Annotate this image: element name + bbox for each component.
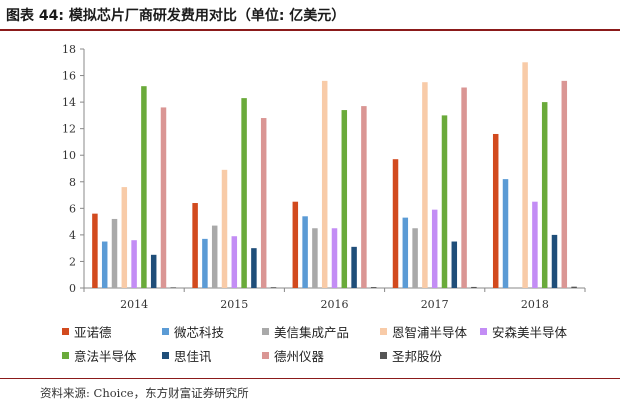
figure-header: 图表 44: 模拟芯片厂商研发费用对比（单位: 亿美元）: [0, 0, 620, 31]
bar-2016-series-0: [292, 201, 299, 288]
bar-2018-series-8: [571, 286, 577, 288]
y-tick-label: 2: [69, 255, 76, 268]
bar-2017-series-0: [392, 159, 399, 288]
bar-2015-series-7: [260, 118, 267, 289]
bar-2015-series-1: [202, 238, 208, 288]
bar-2014-series-6: [150, 254, 157, 288]
bar-2016-series-1: [302, 216, 308, 288]
bar-2016-series-6: [351, 246, 357, 288]
legend-label: 美信集成产品: [274, 325, 350, 340]
legend-label: 德州仪器: [274, 349, 325, 364]
legend-label: 圣邦股份: [392, 349, 443, 364]
legend-swatch: [380, 352, 387, 359]
title-divider: [0, 29, 620, 31]
bar-2016-series-7: [361, 106, 367, 288]
legend-item-2: 美信集成产品: [262, 322, 349, 341]
bar-2018-series-0: [492, 133, 499, 288]
bar-2015-series-2: [211, 225, 218, 288]
legend-item-4: 安森美半导体: [480, 322, 567, 341]
legend-item-1: 微芯科技: [162, 322, 224, 341]
bar-2016-series-8: [370, 287, 377, 288]
bar-2017-series-2: [412, 228, 418, 288]
bar-2017-series-4: [431, 209, 438, 288]
legend-item-8: 圣邦股份: [380, 346, 442, 365]
bar-2017-series-6: [451, 241, 458, 288]
legend-item-6: 思佳讯: [162, 346, 212, 365]
legend-swatch: [162, 328, 169, 335]
bar-2017-series-7: [461, 87, 467, 288]
bar-2018-series-4: [532, 201, 538, 288]
legend-label: 微芯科技: [174, 325, 225, 340]
bar-2014-series-5: [141, 86, 147, 288]
y-tick-label: 4: [69, 229, 76, 242]
bar-2014-series-7: [160, 107, 167, 288]
y-tick-label: 0: [69, 282, 76, 295]
bar-2017-series-8: [471, 286, 477, 288]
y-axis: 0 2 4 6 8 10 12 14 16 18: [62, 43, 85, 295]
bar-2015-series-3: [221, 169, 228, 288]
bar-2017-series-1: [402, 217, 409, 288]
y-tick-label: 8: [69, 176, 76, 189]
bar-2017-series-3: [422, 82, 428, 288]
legend-item-3: 恩智浦半导体: [380, 322, 467, 341]
legend-item-7: 德州仪器: [262, 346, 324, 365]
legend-label: 亚诺德: [74, 325, 112, 340]
legend-label: 恩智浦半导体: [392, 325, 468, 340]
y-tick-label: 16: [62, 70, 76, 83]
bar-2018-series-5: [541, 102, 548, 288]
source-divider: [0, 378, 620, 379]
legend-item-5: 意法半导体: [62, 346, 137, 365]
bar-series: [92, 62, 577, 289]
bar-2015-series-0: [192, 203, 198, 288]
legend-swatch: [62, 328, 69, 335]
legend-label: 思佳讯: [174, 349, 212, 364]
bar-chart: 0 2 4 6 8 10 12 14 16 18 2014 2015 2016 2017 2018: [62, 43, 586, 311]
bar-2014-series-8: [170, 287, 177, 288]
bar-2014-series-4: [131, 240, 137, 288]
bar-2016-series-5: [341, 110, 348, 288]
bar-2015-series-4: [231, 236, 238, 288]
x-tick-label-2016: 2016: [321, 298, 349, 311]
bar-2016-series-4: [331, 228, 338, 288]
y-tick-label: 10: [62, 149, 76, 162]
bar-2017-series-5: [441, 115, 448, 288]
bar-2014-series-0: [92, 213, 98, 288]
legend-swatch: [162, 352, 169, 359]
legend-swatch: [62, 352, 69, 359]
bar-2015-series-6: [251, 248, 257, 288]
bar-2015-series-5: [241, 98, 247, 288]
y-tick-label: 12: [62, 123, 76, 136]
legend-item-0: 亚诺德: [62, 322, 112, 341]
bar-2018-series-7: [561, 80, 568, 288]
bar-2018-series-6: [551, 234, 558, 288]
legend-swatch: [480, 328, 487, 335]
y-tick-label: 18: [62, 43, 76, 56]
figure-title: 图表 44: 模拟芯片厂商研发费用对比（单位: 亿美元）: [6, 8, 346, 24]
bar-2014-series-2: [111, 218, 118, 288]
bar-2015-series-8: [270, 287, 277, 288]
bar-2014-series-1: [101, 241, 108, 288]
x-tick-label-2014: 2014: [120, 298, 148, 311]
bar-2018-series-1: [502, 179, 509, 288]
x-tick-label-2018: 2018: [521, 298, 549, 311]
x-axis: 2014 2015 2016 2017 2018: [83, 287, 586, 311]
source-note: 资料来源: Choice，东方财富证券研究所: [40, 386, 249, 400]
y-tick-label: 6: [69, 202, 76, 215]
bar-2018-series-3: [522, 62, 528, 289]
bar-2016-series-2: [312, 228, 318, 288]
x-tick-label-2015: 2015: [220, 298, 248, 311]
legend-swatch: [380, 328, 387, 335]
legend-swatch: [262, 328, 269, 335]
legend-label: 安森美半导体: [492, 325, 568, 340]
legend-swatch: [262, 352, 269, 359]
y-tick-label: 14: [62, 96, 76, 109]
legend-label: 意法半导体: [74, 349, 137, 364]
bar-2016-series-3: [321, 80, 328, 288]
bar-2014-series-3: [121, 187, 128, 288]
x-tick-label-2017: 2017: [421, 298, 449, 311]
